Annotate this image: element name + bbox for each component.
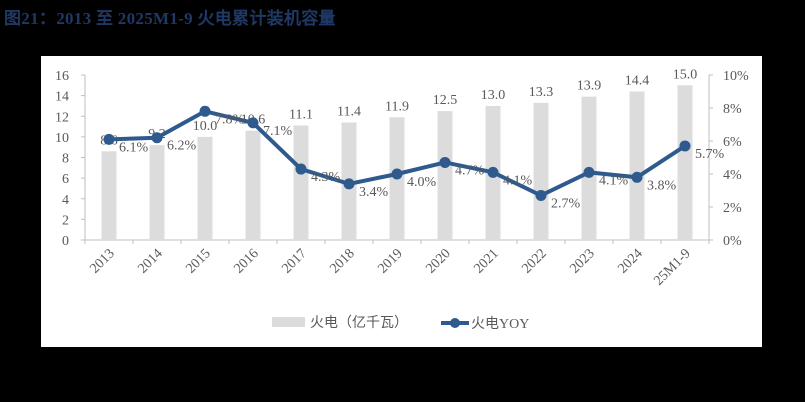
bar-value-label: 11.4 bbox=[337, 104, 361, 119]
bar-2020 bbox=[437, 111, 453, 240]
x-category-label: 25M1-9 bbox=[651, 246, 694, 289]
yoy-marker bbox=[247, 117, 259, 129]
left-tick-label: 0 bbox=[62, 234, 69, 249]
x-category-label: 2015 bbox=[183, 246, 213, 276]
x-category-label: 2022 bbox=[519, 246, 549, 276]
right-tick-label: 0% bbox=[723, 234, 742, 249]
left-tick-label: 8 bbox=[62, 152, 69, 167]
bar-25M1-9 bbox=[677, 85, 693, 240]
bar-value-label: 14.4 bbox=[625, 74, 650, 89]
left-tick-label: 4 bbox=[62, 193, 69, 208]
x-category-label: 2013 bbox=[87, 246, 117, 276]
yoy-value-label: 6.2% bbox=[167, 139, 197, 154]
yoy-value-label: 3.4% bbox=[359, 185, 389, 200]
yoy-marker bbox=[583, 166, 595, 178]
yoy-value-label: 7.1% bbox=[263, 124, 293, 139]
right-tick-label: 6% bbox=[723, 135, 742, 150]
yoy-marker bbox=[199, 105, 211, 117]
yoy-value-label: 4.3% bbox=[311, 170, 341, 185]
bar-2016 bbox=[245, 130, 261, 240]
yoy-marker bbox=[487, 166, 499, 178]
yoy-value-label: 5.7% bbox=[695, 147, 725, 162]
right-tick-label: 4% bbox=[723, 168, 742, 183]
left-tick-label: 14 bbox=[55, 90, 69, 105]
x-category-label: 2020 bbox=[423, 246, 453, 276]
left-tick-label: 10 bbox=[55, 131, 69, 146]
bar-value-label: 11.9 bbox=[385, 99, 409, 114]
yoy-marker bbox=[439, 156, 451, 168]
yoy-value-label: 6.1% bbox=[119, 140, 149, 155]
left-tick-label: 16 bbox=[55, 69, 69, 84]
x-category-label: 2021 bbox=[471, 246, 501, 276]
yoy-value-label: 2.7% bbox=[551, 196, 581, 211]
x-category-label: 2019 bbox=[375, 246, 405, 276]
yoy-marker bbox=[103, 133, 115, 145]
legend-line-label: 火电YOY bbox=[471, 316, 529, 332]
bar-2017 bbox=[293, 125, 309, 240]
bar-2022 bbox=[533, 102, 549, 240]
bar-value-label: 11.1 bbox=[289, 108, 313, 123]
yoy-marker bbox=[535, 189, 547, 201]
yoy-marker bbox=[295, 163, 307, 175]
chart-panel: 02468101214160%2%4%6%8%10%8.69.210.010.6… bbox=[41, 56, 762, 347]
figure-title: 图21：2013 至 2025M1-9 火电累计装机容量 bbox=[4, 9, 336, 28]
yoy-marker bbox=[631, 171, 643, 183]
x-category-label: 2023 bbox=[567, 246, 597, 276]
combo-chart: 02468101214160%2%4%6%8%10%8.69.210.010.6… bbox=[55, 67, 749, 332]
right-tick-label: 2% bbox=[723, 201, 742, 216]
x-category-label: 2018 bbox=[327, 246, 357, 276]
left-tick-label: 2 bbox=[62, 213, 69, 228]
x-category-label: 2014 bbox=[135, 246, 165, 276]
bar-value-label: 13.0 bbox=[481, 88, 506, 103]
x-category-label: 2024 bbox=[615, 246, 645, 276]
yoy-value-label: 3.8% bbox=[647, 178, 677, 193]
yoy-value-label: 4.1% bbox=[503, 173, 533, 188]
right-tick-label: 8% bbox=[723, 102, 742, 117]
bar-2024 bbox=[629, 91, 645, 240]
bar-value-label: 15.0 bbox=[673, 67, 698, 82]
yoy-value-label: 4.1% bbox=[599, 173, 629, 188]
x-category-label: 2017 bbox=[279, 246, 309, 276]
yoy-marker bbox=[151, 132, 163, 144]
yoy-value-label: 4.7% bbox=[455, 163, 485, 178]
yoy-value-label: 4.0% bbox=[407, 175, 437, 190]
bar-2014 bbox=[149, 145, 165, 240]
bar-value-label: 13.3 bbox=[529, 85, 554, 100]
legend-bar-label: 火电（亿千瓦） bbox=[310, 315, 408, 331]
x-category-label: 2016 bbox=[231, 246, 261, 276]
bar-value-label: 10.0 bbox=[193, 119, 218, 134]
left-tick-label: 6 bbox=[62, 172, 69, 187]
yoy-marker bbox=[343, 178, 355, 190]
yoy-marker bbox=[391, 168, 403, 180]
right-tick-label: 10% bbox=[723, 69, 749, 84]
yoy-marker bbox=[679, 140, 691, 152]
left-tick-label: 12 bbox=[55, 110, 69, 125]
yoy-value-label: 7.8% bbox=[215, 112, 245, 127]
bar-2013 bbox=[101, 151, 117, 240]
bar-2015 bbox=[197, 136, 213, 240]
legend-line-marker bbox=[450, 318, 460, 328]
bar-value-label: 12.5 bbox=[433, 93, 458, 108]
bar-value-label: 13.9 bbox=[577, 79, 602, 94]
legend-bar-swatch bbox=[272, 317, 305, 327]
